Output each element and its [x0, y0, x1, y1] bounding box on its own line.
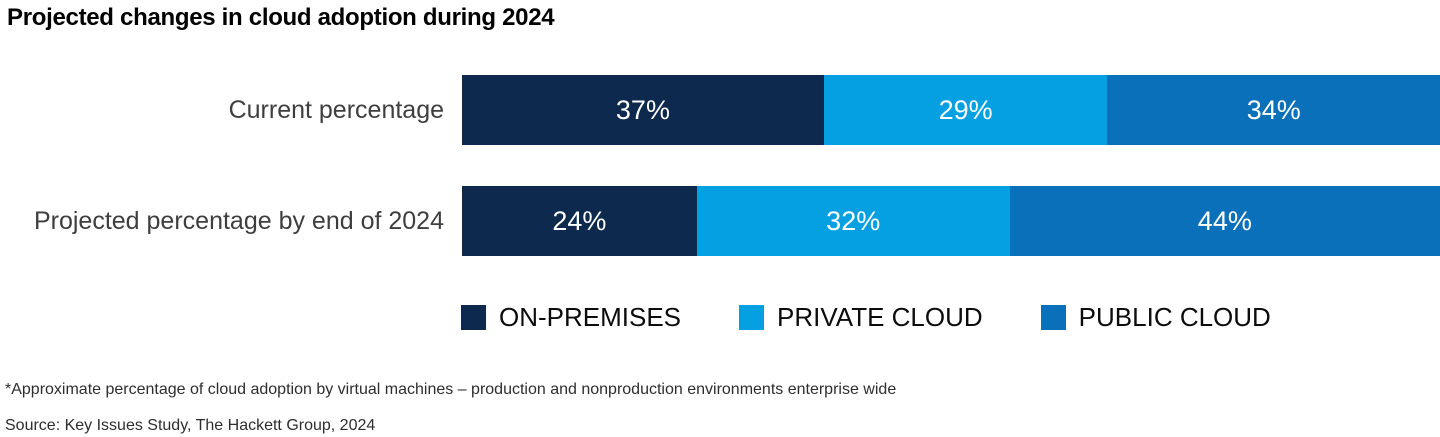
legend-label: ON-PREMISES [499, 302, 682, 332]
bar-rows: Current percentage 37% 29% 34% Projected per… [0, 75, 1440, 297]
legend-swatch-icon [739, 305, 765, 330]
footnote: *Approximate percentage of cloud adoptio… [5, 381, 897, 398]
bar-segment-public-cloud: 44% [1009, 186, 1440, 256]
legend-item-public-cloud: PUBLIC CLOUD [1040, 302, 1271, 333]
stacked-bar: 37% 29% 34% [462, 75, 1440, 145]
bar-segment-private-cloud: 29% [823, 75, 1108, 145]
legend-label: PRIVATE CLOUD [777, 302, 983, 332]
bar-segment-private-cloud: 32% [696, 186, 1010, 256]
legend-item-on-premises: ON-PREMISES [461, 302, 681, 333]
bar-segment-public-cloud: 34% [1107, 75, 1440, 145]
chart-row-projected-percentage-by-end-of-2024: Projected percentage by end of 2024 24% 32… [0, 186, 1440, 256]
category-label: Current percentage [228, 95, 444, 124]
legend: ON-PREMISES PRIVATE CLOUD PUBLIC CLOUD [461, 302, 1271, 333]
legend-swatch-icon [461, 305, 486, 330]
bar-segment-on-premises: 37% [462, 75, 824, 145]
chart-title: Projected changes in cloud adoption duri… [7, 4, 555, 31]
category-label: Projected percentage by end of 2024 [33, 206, 444, 235]
chart-row-current-percentage: Current percentage 37% 29% 34% [0, 75, 1440, 145]
stacked-bar: 24% 32% 44% [462, 186, 1440, 256]
legend-label: PUBLIC CLOUD [1078, 302, 1271, 332]
legend-swatch-icon [1040, 305, 1066, 330]
bar-segment-on-premises: 24% [462, 186, 697, 256]
source-note: Source: Key Issues Study, The Hackett Gr… [5, 417, 376, 434]
legend-item-private-cloud: PRIVATE CLOUD [739, 302, 983, 333]
